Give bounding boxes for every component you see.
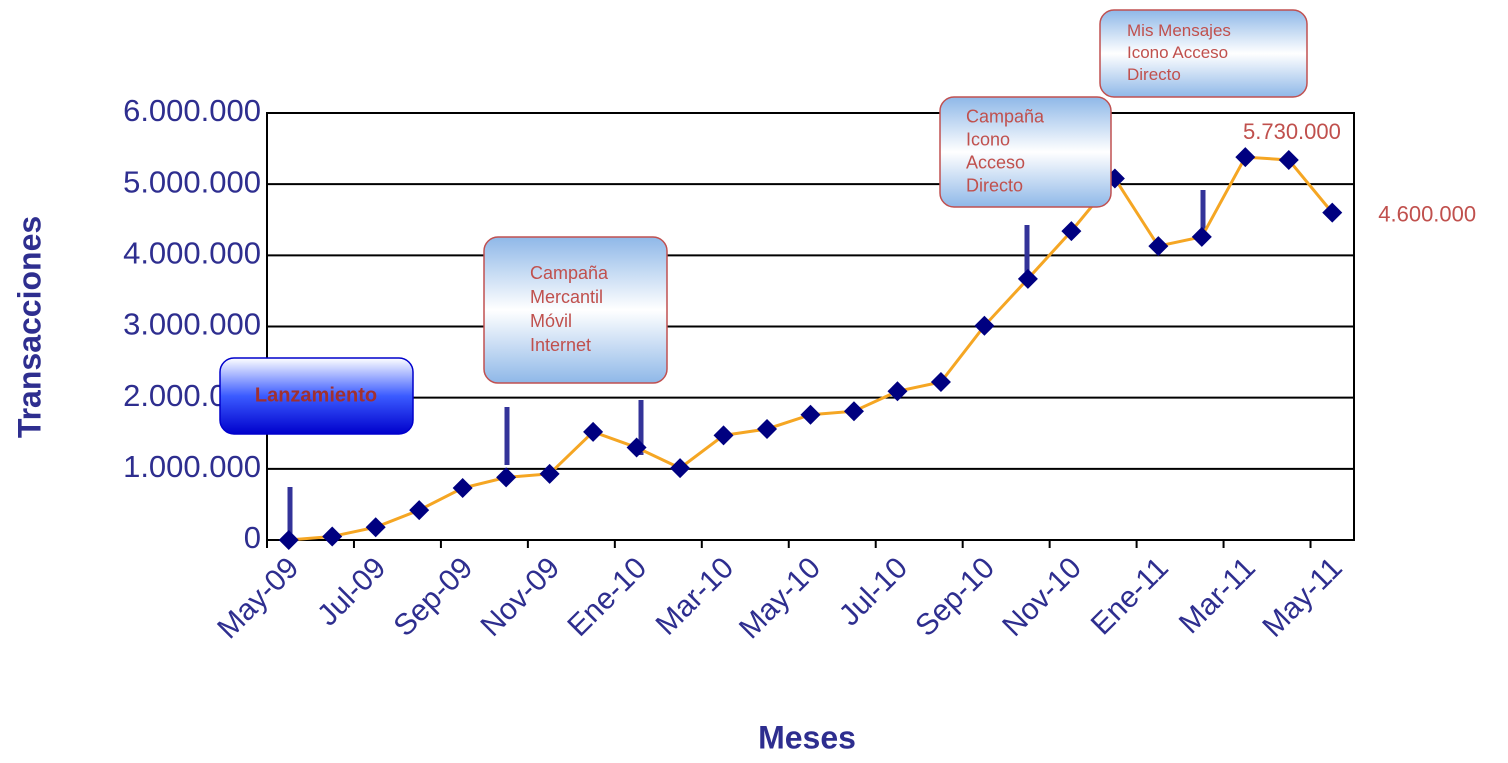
- data-point: [1278, 149, 1299, 170]
- data-point: [1061, 221, 1082, 242]
- callout-text: Directo: [966, 175, 1023, 195]
- data-point: [800, 404, 821, 425]
- data-point: [322, 526, 343, 547]
- x-tick-label: Jul-09: [311, 551, 392, 632]
- y-tick-label: 4.000.000: [123, 236, 261, 271]
- x-tick-label: Ene-11: [1085, 551, 1175, 641]
- data-point: [757, 418, 778, 439]
- callout-text: Internet: [530, 335, 591, 355]
- data-point: [1191, 226, 1212, 247]
- data-point: [887, 381, 908, 402]
- callout-text: Lanzamiento: [255, 384, 377, 406]
- value-label: 4.600.000: [1378, 201, 1476, 226]
- data-point: [713, 425, 734, 446]
- data-point: [1148, 236, 1169, 257]
- data-point: [1017, 268, 1038, 289]
- y-tick-label: 6.000.000: [123, 93, 261, 128]
- data-point: [974, 315, 995, 336]
- callout-box: [219, 357, 414, 435]
- x-tick-label: Sep-09: [387, 551, 479, 643]
- y-tick-label: 5.000.000: [123, 164, 261, 199]
- data-point: [278, 530, 299, 550]
- x-axis-title: Meses: [758, 719, 856, 755]
- callout-text: Móvil: [530, 311, 572, 331]
- x-tick-label: Mar-11: [1173, 551, 1262, 640]
- y-axis-title: Transacciones: [11, 216, 47, 438]
- x-tick-label: Nov-09: [474, 551, 566, 643]
- callout-text: Acceso: [966, 152, 1025, 172]
- callout-text: Directo: [1127, 65, 1181, 84]
- callout-text: Icono Acceso: [1127, 43, 1228, 62]
- callout-box: [939, 96, 1112, 208]
- x-tick-label: May-09: [211, 551, 305, 645]
- data-point: [626, 437, 647, 458]
- callout-text: Campaña: [966, 106, 1045, 126]
- x-tick-label: Ene-10: [561, 551, 653, 643]
- y-tick-label: 0: [244, 520, 261, 555]
- data-line: [288, 155, 1334, 542]
- x-tick-label: Mar-10: [650, 551, 741, 642]
- data-point: [409, 500, 430, 521]
- y-tick-label: 1.000.000: [123, 449, 261, 484]
- data-point: [365, 517, 386, 538]
- x-tick-label: Sep-10: [909, 551, 1001, 643]
- data-point: [1322, 202, 1343, 223]
- x-tick-label: Jul-10: [833, 551, 914, 632]
- x-tick-label: May-11: [1256, 551, 1348, 643]
- data-point: [583, 421, 604, 442]
- y-tick-label: 3.000.000: [123, 307, 261, 342]
- data-point: [843, 401, 864, 422]
- callout-text: Campaña: [530, 263, 609, 283]
- data-point: [452, 478, 473, 499]
- callout-text: Icono: [966, 129, 1010, 149]
- data-point: [1235, 147, 1256, 168]
- data-point: [539, 463, 560, 484]
- callout-box: [1099, 9, 1308, 98]
- data-point: [496, 467, 517, 488]
- data-point: [670, 458, 691, 479]
- callout-text: Mis Mensajes: [1127, 21, 1231, 40]
- x-tick-label: Nov-10: [996, 551, 1088, 643]
- callout-text: Mercantil: [530, 287, 603, 307]
- x-tick-label: May-10: [733, 551, 827, 645]
- annotation: 5.730.000: [1243, 119, 1341, 144]
- callout-box: [483, 236, 668, 384]
- data-point: [930, 372, 951, 393]
